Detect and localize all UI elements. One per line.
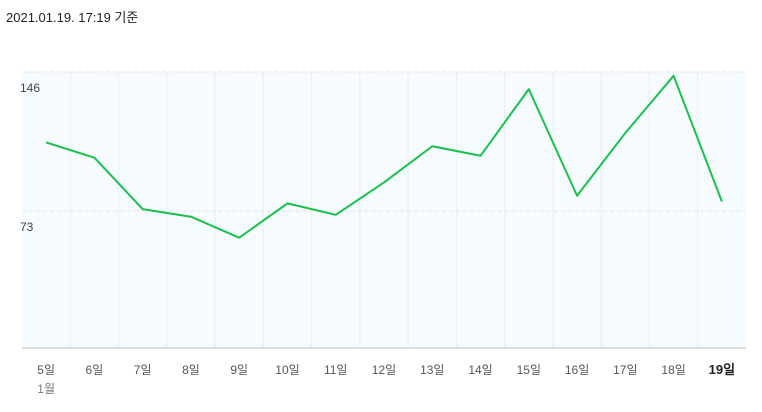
- x-tick-label: 18일: [661, 363, 685, 377]
- x-tick-label: 15일: [517, 363, 541, 377]
- month-label: 1월: [37, 382, 55, 396]
- x-tick-label: 13일: [420, 363, 444, 377]
- x-tick-label: 9일: [230, 363, 248, 377]
- x-tick-label: 16일: [565, 363, 589, 377]
- x-tick-label: 6일: [86, 363, 104, 377]
- chart-title: 2021.01.19. 17:19 기준: [6, 10, 138, 25]
- x-tick-label: 12일: [372, 363, 396, 377]
- x-tick-label: 17일: [613, 363, 637, 377]
- x-tick-label: 7일: [134, 363, 152, 377]
- x-tick-label: 8일: [182, 363, 200, 377]
- data-line: [45, 74, 723, 239]
- y-tick-label: 73: [20, 220, 34, 234]
- plot-background: [22, 72, 746, 348]
- x-tick-label: 5일: [37, 363, 55, 377]
- y-tick-label: 146: [20, 81, 40, 95]
- x-tick-label: 10일: [275, 363, 299, 377]
- x-tick-label: 19일: [709, 362, 735, 377]
- x-tick-label: 14일: [468, 363, 492, 377]
- x-tick-label: 11일: [324, 363, 348, 377]
